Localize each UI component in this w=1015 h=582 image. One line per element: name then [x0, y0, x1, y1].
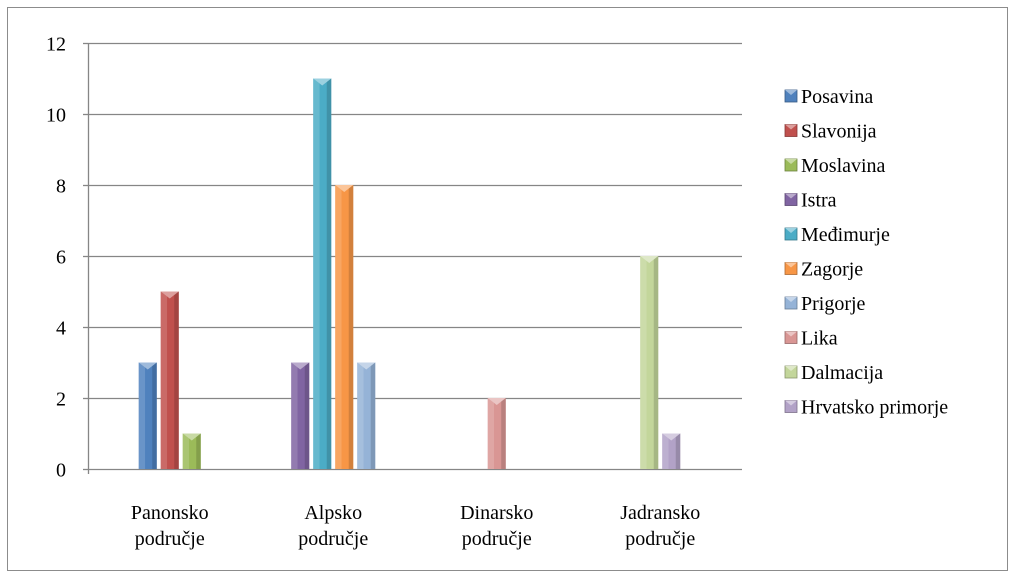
- legend-swatch-bevel: [785, 193, 797, 199]
- bar-bevel: [357, 362, 376, 370]
- bar-lika: [487, 398, 506, 469]
- bar-posavina: [138, 362, 157, 469]
- legend-item: Lika: [784, 328, 838, 350]
- legend-label: Slavonija: [801, 121, 877, 143]
- legend-item: Slavonija: [784, 121, 877, 143]
- legend-swatch-bevel: [785, 262, 797, 268]
- bar-shade: [501, 398, 506, 469]
- bar-highlight: [291, 362, 298, 469]
- bar-highlight: [335, 185, 342, 469]
- bar-shade: [370, 362, 376, 469]
- legend-item: Istra: [784, 190, 837, 212]
- bar-bevel: [182, 433, 201, 441]
- bar-shade: [196, 433, 201, 469]
- legend-item: Prigorje: [784, 293, 866, 315]
- bar-highlight: [160, 291, 168, 469]
- bar-prigorje: [357, 362, 376, 469]
- bars: [138, 78, 681, 469]
- x-category-label: Jadransko područje: [620, 502, 700, 550]
- legend-swatch-bevel: [785, 331, 797, 337]
- bar-zagorje: [335, 185, 354, 469]
- y-tick-label: 0: [56, 460, 66, 482]
- y-axis-ticks: 0 2 4 6 8 10 12: [46, 34, 66, 482]
- bar-bevel: [160, 291, 179, 299]
- x-category-label: Alpsko područje: [298, 502, 368, 550]
- legend-item: Posavina: [784, 86, 873, 108]
- bar-bevel: [138, 362, 157, 370]
- legend-label: Moslavina: [801, 155, 886, 177]
- legend-item: Moslavina: [784, 155, 886, 177]
- bar-bevel: [335, 185, 354, 192]
- bar-shade: [348, 185, 354, 469]
- bar-shade: [174, 291, 179, 469]
- bar-bevel: [291, 362, 310, 370]
- bar-hrvatsko-primorje: [662, 433, 681, 469]
- legend-label: Zagorje: [801, 259, 863, 281]
- legend-swatch-bevel: [785, 124, 797, 130]
- y-tick-label: 8: [56, 176, 66, 198]
- bar-bevel: [313, 78, 332, 86]
- legend-swatch-bevel: [785, 228, 797, 233]
- y-tick-label: 12: [46, 34, 66, 56]
- legend-label: Lika: [801, 328, 838, 350]
- chart-border: [7, 7, 1008, 571]
- legend-swatch-bevel: [785, 90, 797, 95]
- legend: Posavina Slavonija Moslavina Istra Međimurje…: [784, 86, 948, 419]
- bar-shade: [675, 433, 681, 469]
- bar-shade: [304, 362, 310, 469]
- bar-shade: [326, 78, 332, 469]
- legend-label: Posavina: [801, 86, 873, 108]
- legend-swatch-bevel: [785, 159, 797, 164]
- bar-dalmacija: [640, 256, 659, 469]
- legend-item: Hrvatsko primorje: [784, 397, 948, 419]
- bar-highlight: [487, 398, 495, 469]
- legend-swatch-bevel: [785, 366, 797, 371]
- bar-shade: [653, 256, 659, 469]
- bar-slavonija: [160, 291, 179, 469]
- x-category-label: Panonsko područje: [131, 502, 209, 550]
- legend-swatch-bevel: [785, 297, 797, 302]
- y-tick-label: 2: [56, 389, 66, 411]
- legend-label: Međimurje: [801, 224, 890, 246]
- y-tick-label: 6: [56, 247, 66, 269]
- bar-highlight: [357, 362, 364, 469]
- bar-highlight: [138, 362, 146, 469]
- legend-item: Zagorje: [784, 259, 863, 281]
- legend-label: Istra: [801, 190, 837, 212]
- bar-bevel: [487, 398, 506, 405]
- bar-bevel: [640, 256, 659, 263]
- bar-highlight: [182, 433, 190, 469]
- legend-label: Hrvatsko primorje: [801, 397, 948, 419]
- legend-label: Dalmacija: [801, 362, 883, 384]
- legend-item: Međimurje: [784, 224, 890, 246]
- bar-highlight: [640, 256, 647, 469]
- y-tick-label: 10: [46, 105, 66, 127]
- legend-swatch-bevel: [785, 400, 797, 406]
- bar-međimurje: [313, 78, 332, 469]
- bar-bevel: [662, 433, 681, 441]
- bar-istra: [291, 362, 310, 469]
- x-axis-labels: Panonsko područje Alpsko područje Dinarsko po…: [131, 502, 700, 550]
- legend-label: Prigorje: [801, 293, 866, 315]
- grid-lines: [83, 42, 742, 474]
- legend-item: Dalmacija: [784, 362, 883, 384]
- bar-moslavina: [182, 433, 201, 469]
- bar-shade: [152, 362, 157, 469]
- y-tick-label: 4: [56, 318, 66, 340]
- x-category-label: Dinarsko područje: [460, 502, 533, 550]
- bar-highlight: [313, 78, 320, 469]
- bar-highlight: [662, 433, 669, 469]
